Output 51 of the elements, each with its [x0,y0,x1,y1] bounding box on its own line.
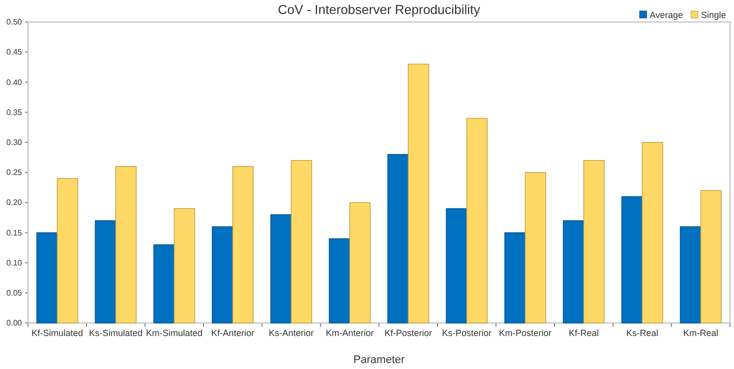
bar [387,154,409,324]
y-tick-label: 0.40 [6,78,23,87]
y-tick-label: 0.45 [6,48,23,57]
x-tick-label: Ks-Anterior [268,328,314,338]
y-tick-label: 0.15 [6,228,23,238]
bar [328,238,350,324]
bar [290,160,312,324]
bar [94,220,116,324]
legend-label: Single [700,10,726,20]
bar [504,232,526,324]
bar [466,118,488,324]
bar [115,166,137,324]
bar [446,208,468,324]
x-tick-label: Kf-Anterior [211,328,254,338]
y-tick-label: 0.20 [6,198,23,208]
y-tick-label: 0.50 [6,18,23,27]
y-tick-label: 0.25 [6,168,23,178]
x-tick-label: Km-Simulated [146,328,203,338]
bar [680,226,702,324]
bar [408,64,430,324]
chart-title: CoV - Interobserver Reproducibility [278,2,481,17]
bar [700,190,722,324]
x-tick-label: Km-Real [683,328,718,338]
bar [174,208,196,324]
bar [583,160,605,324]
x-axis-title: Parameter [353,354,406,366]
bar [524,172,546,324]
bar [212,226,234,324]
legend-label: Average [650,10,683,20]
x-tick-label: Ks-Real [626,328,658,338]
bar [562,220,584,324]
x-tick-label: Kf-Simulated [31,328,84,338]
bar [232,166,254,324]
bar [153,244,175,324]
y-tick-label: 0.05 [6,288,23,298]
y-tick-label: 0.35 [6,108,23,117]
bar [36,232,58,324]
x-tick-label: Ks-Posterior [442,328,492,338]
bar [349,202,371,324]
y-tick-label: 0.10 [6,258,23,268]
bar [642,142,664,324]
bar [621,196,643,324]
x-tick-label: Km-Posterior [498,328,552,338]
bar [56,178,78,324]
x-tick-label: Km-Anterior [326,328,374,338]
x-tick-label: Kf-Posterior [384,328,432,338]
bar [270,214,292,324]
x-tick-label: Kf-Real [568,328,599,338]
y-tick-label: 0.30 [6,138,23,147]
y-tick-label: 0.00 [6,318,23,328]
x-tick-label: Ks-Simulated [88,328,143,338]
